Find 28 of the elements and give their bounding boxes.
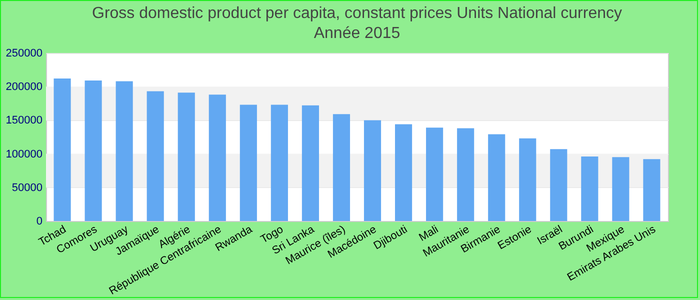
bar	[240, 104, 257, 221]
bar	[270, 104, 288, 221]
bar	[519, 138, 536, 221]
y-tick-label: 50000	[12, 182, 42, 194]
y-tick-label: 200000	[6, 81, 42, 94]
bar	[208, 94, 226, 221]
bar	[54, 78, 71, 221]
bar	[488, 134, 506, 221]
y-tick-label: 100000	[6, 148, 42, 160]
bar	[146, 91, 164, 221]
y-tick-label: 150000	[6, 114, 42, 127]
bar	[581, 156, 598, 221]
bar	[116, 81, 133, 221]
bar	[178, 92, 195, 221]
y-tick-label: 0	[36, 216, 42, 228]
bar	[84, 80, 102, 221]
bar	[643, 159, 660, 221]
bar	[395, 124, 412, 221]
bar	[364, 120, 382, 221]
chart-subtitle: Année 2015	[314, 25, 400, 42]
chart-title: Gross domestic product per capita, constant prices Units National currency	[92, 5, 622, 22]
bar	[550, 149, 568, 221]
bar	[426, 128, 444, 221]
y-tick-label: 250000	[6, 48, 42, 60]
bar	[457, 128, 474, 221]
bar	[302, 105, 319, 221]
bar	[612, 157, 630, 221]
bar	[332, 114, 350, 221]
